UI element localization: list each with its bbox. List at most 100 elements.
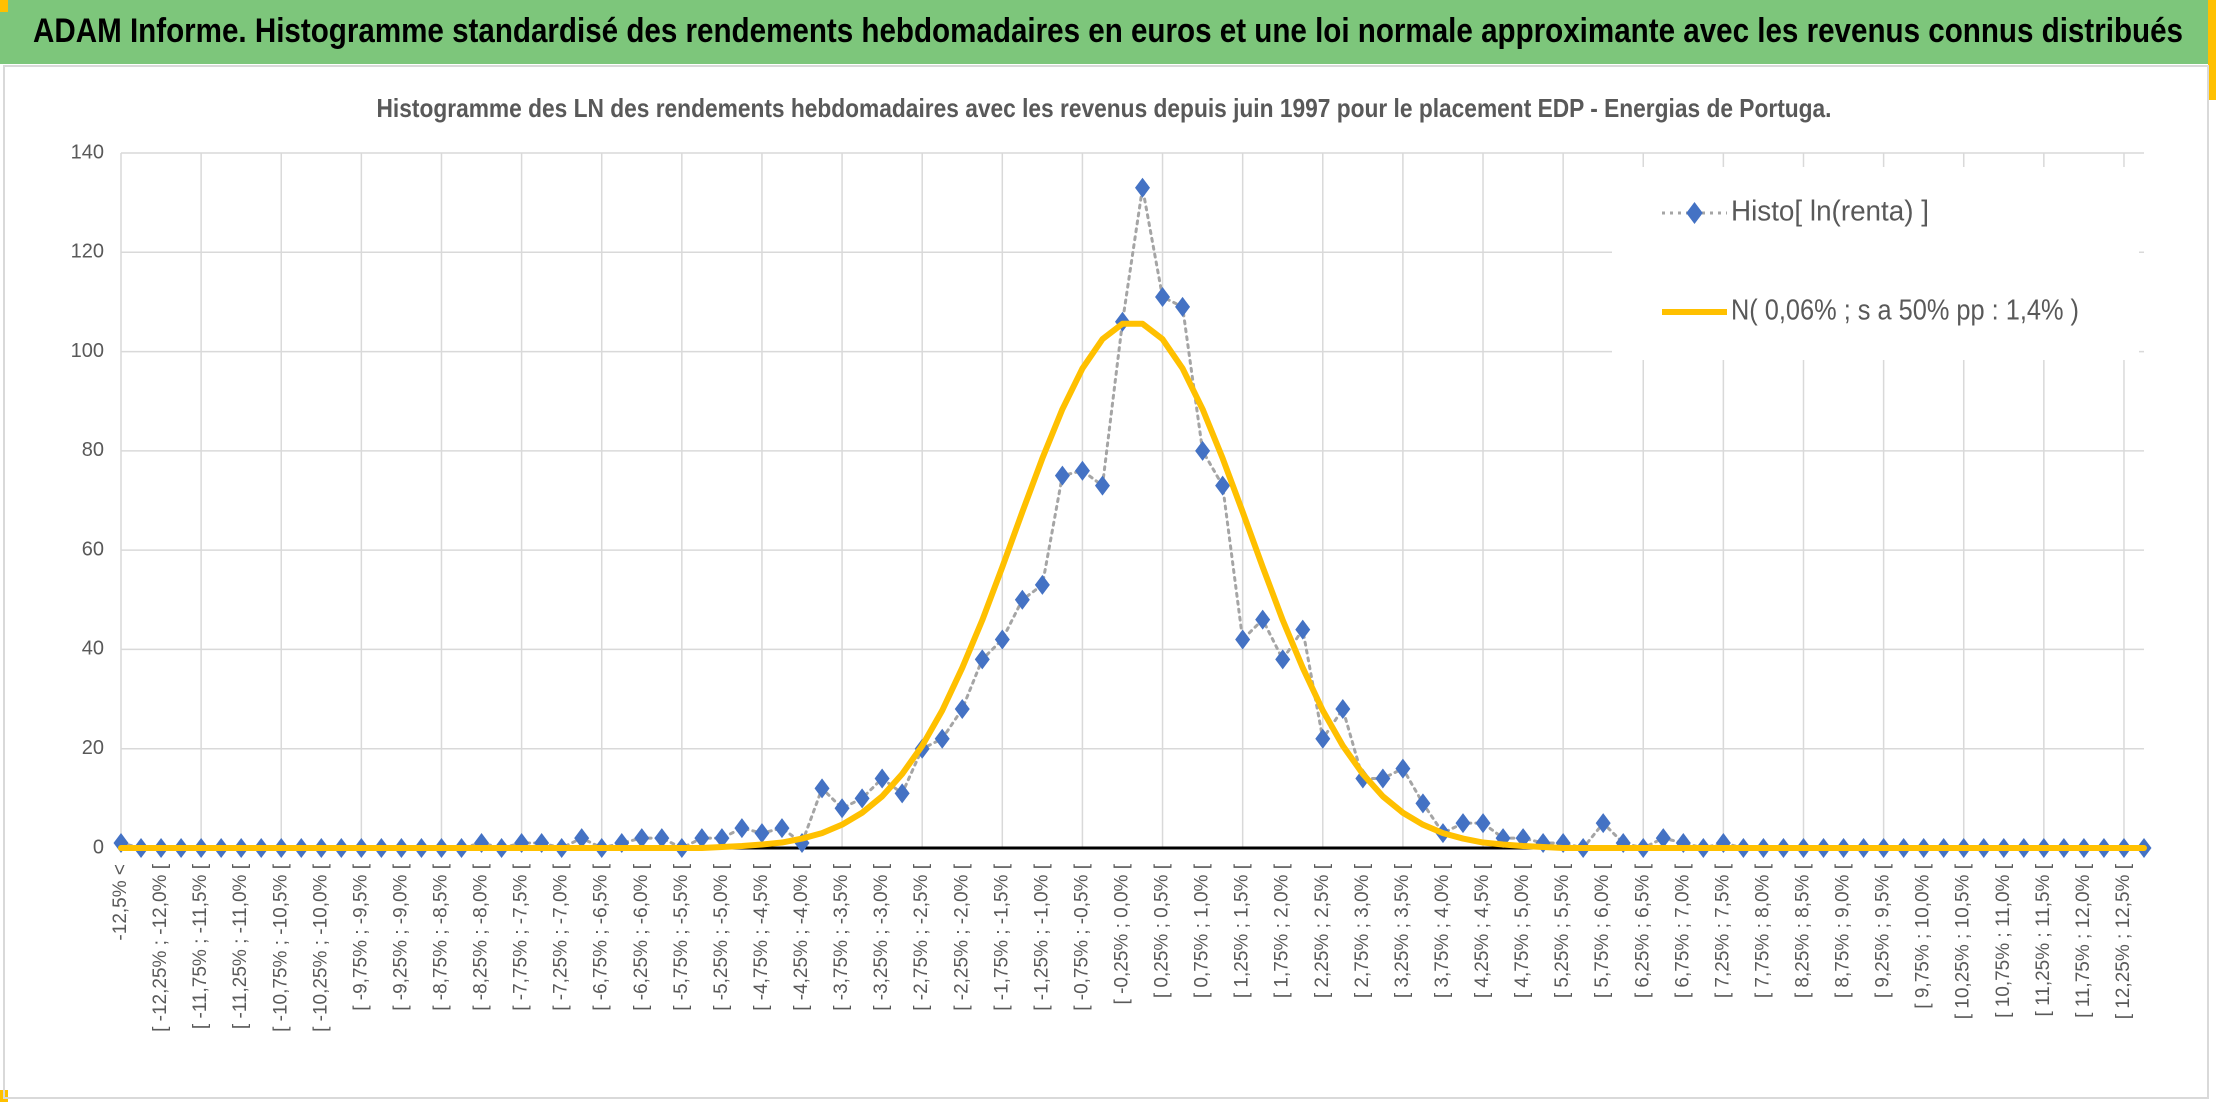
data-point — [1375, 768, 1391, 789]
y-tick-label: 20 — [82, 737, 104, 759]
data-point — [1275, 649, 1291, 670]
x-tick-label: [ -8,75% ; -8,5% [ — [430, 863, 451, 1011]
y-tick-label: 40 — [82, 638, 104, 660]
data-point — [1155, 286, 1171, 307]
data-point — [1315, 728, 1331, 749]
data-point — [1215, 475, 1231, 496]
x-tick-label: [ -6,75% ; -6,5% [ — [591, 863, 612, 1011]
x-tick-label: [ -9,75% ; -9,5% [ — [350, 863, 371, 1011]
data-point — [874, 768, 890, 789]
data-point — [834, 798, 850, 819]
x-tick-label: [ 11,75% ; 12,0% [ — [2073, 863, 2094, 1018]
data-point — [1455, 813, 1471, 834]
data-point — [1255, 609, 1271, 630]
data-point — [934, 728, 950, 749]
x-tick-label: [ 0,25% ; 0,5% [ — [1152, 863, 1173, 998]
data-point — [634, 828, 650, 849]
x-tick-label: [ 5,25% ; 5,5% [ — [1552, 863, 1573, 998]
legend-marker — [1686, 202, 1703, 224]
x-tick-label: [ 8,25% ; 8,5% [ — [1793, 863, 1814, 998]
legend-box — [1612, 167, 2139, 360]
legend-label: Histo[ ln(renta) ] — [1731, 196, 1929, 228]
x-tick-label: [ -0,75% ; -0,5% [ — [1071, 863, 1092, 1011]
x-tick-label: [ -1,75% ; -1,5% [ — [991, 863, 1012, 1011]
x-tick-label: [ -2,75% ; -2,5% [ — [911, 863, 932, 1011]
x-tick-label: [ 4,75% ; 5,0% [ — [1512, 863, 1533, 998]
y-tick-label: 60 — [82, 538, 104, 560]
x-tick-label: [ -10,25% ; -10,0% [ — [310, 863, 331, 1032]
x-tick-label: [ 1,75% ; 2,0% [ — [1272, 863, 1293, 998]
data-point — [1335, 699, 1351, 719]
data-point — [574, 828, 590, 849]
x-tick-label: [ -7,25% ; -7,0% [ — [551, 863, 572, 1011]
data-point — [994, 629, 1010, 650]
data-point — [1235, 629, 1251, 650]
y-tick-label: 100 — [71, 340, 104, 362]
x-tick-label: [ 2,75% ; 3,0% [ — [1352, 863, 1373, 998]
x-tick-label: [ -12,25% ; -12,0% [ — [150, 863, 171, 1032]
x-tick-label: [ 9,25% ; 9,5% [ — [1873, 863, 1894, 998]
data-point — [1014, 589, 1030, 610]
chart-frame — [3, 65, 2209, 1099]
data-point — [894, 783, 910, 804]
x-tick-label: [ -1,25% ; -1,0% [ — [1031, 863, 1052, 1011]
data-point — [974, 649, 990, 670]
x-tick-label: [ 12,25% ; 12,5% [ — [2113, 863, 2134, 1019]
data-point — [734, 818, 750, 839]
x-tick-label: [ 5,75% ; 6,0% [ — [1592, 863, 1613, 998]
x-tick-label: [ 2,25% ; 2,5% [ — [1312, 863, 1333, 998]
x-tick-label: [ 10,25% ; 10,5% [ — [1953, 863, 1974, 1019]
x-tick-label: [ -11,25% ; -11,0% [ — [230, 863, 251, 1029]
data-point — [1195, 440, 1211, 461]
data-point — [1054, 465, 1070, 486]
x-tick-label: [ -9,25% ; -9,0% [ — [390, 863, 411, 1011]
x-tick-label: [ 11,25% ; 11,5% [ — [2033, 863, 2054, 1016]
data-point — [1415, 793, 1431, 814]
series-line — [118, 320, 2147, 851]
x-tick-label: [ 6,75% ; 7,0% [ — [1672, 863, 1693, 998]
x-tick-label: [ 10,75% ; 11,0% [ — [1993, 863, 2014, 1018]
data-point — [954, 699, 970, 719]
data-point — [1175, 296, 1191, 317]
data-point — [814, 778, 830, 799]
x-tick-label: [ -10,75% ; -10,5% [ — [270, 863, 291, 1032]
data-point — [1595, 813, 1611, 834]
x-tick-label: [ -8,25% ; -8,0% [ — [471, 863, 492, 1011]
data-point — [1074, 460, 1090, 481]
x-tick-label: [ 4,25% ; 4,5% [ — [1472, 863, 1493, 998]
data-point — [1034, 574, 1050, 595]
data-point — [1475, 813, 1491, 834]
x-tick-label: [ -5,25% ; -5,0% [ — [711, 863, 732, 1011]
data-point — [1655, 828, 1671, 849]
x-tick-label: [ -11,75% ; -11,5% [ — [190, 863, 211, 1029]
x-tick-label: [ 1,25% ; 1,5% [ — [1232, 863, 1253, 998]
y-tick-label: 140 — [71, 141, 104, 163]
data-point — [774, 818, 790, 839]
data-point — [1135, 177, 1151, 198]
x-tick-label: [ -6,25% ; -6,0% [ — [631, 863, 652, 1011]
data-point — [854, 788, 870, 809]
page-title: ADAM Informe. Histogramme standardisé de… — [33, 12, 2183, 50]
chart-title: Histogramme des LN des rendements hebdom… — [377, 93, 1832, 123]
data-point — [654, 828, 670, 849]
data-point — [1395, 758, 1411, 779]
x-tick-label: [ -5,75% ; -5,5% [ — [671, 863, 692, 1011]
corner-accent — [2208, 0, 2216, 100]
data-point — [1295, 619, 1311, 640]
data-point — [754, 823, 770, 844]
x-tick-label: [ -4,75% ; -4,5% [ — [751, 863, 772, 1011]
x-tick-label: [ -2,25% ; -2,0% [ — [951, 863, 972, 1011]
legend-label: N( 0,06% ; s a 50% pp : 1,4% ) — [1731, 295, 2079, 327]
y-tick-label: 80 — [82, 439, 104, 461]
x-tick-label: [ -3,75% ; -3,5% [ — [831, 863, 852, 1011]
x-tick-label: [ -0,25% ; 0,0% [ — [1112, 863, 1133, 1004]
corner-accent — [0, 0, 8, 12]
x-tick-label: [ 6,25% ; 6,5% [ — [1632, 863, 1653, 998]
x-tick-label: [ -4,25% ; -4,0% [ — [791, 863, 812, 1011]
x-tick-label: [ 0,75% ; 1,0% [ — [1192, 863, 1213, 998]
data-point — [714, 828, 730, 849]
header-bar — [0, 0, 2216, 64]
x-tick-label: [ -3,25% ; -3,0% [ — [871, 863, 892, 1011]
